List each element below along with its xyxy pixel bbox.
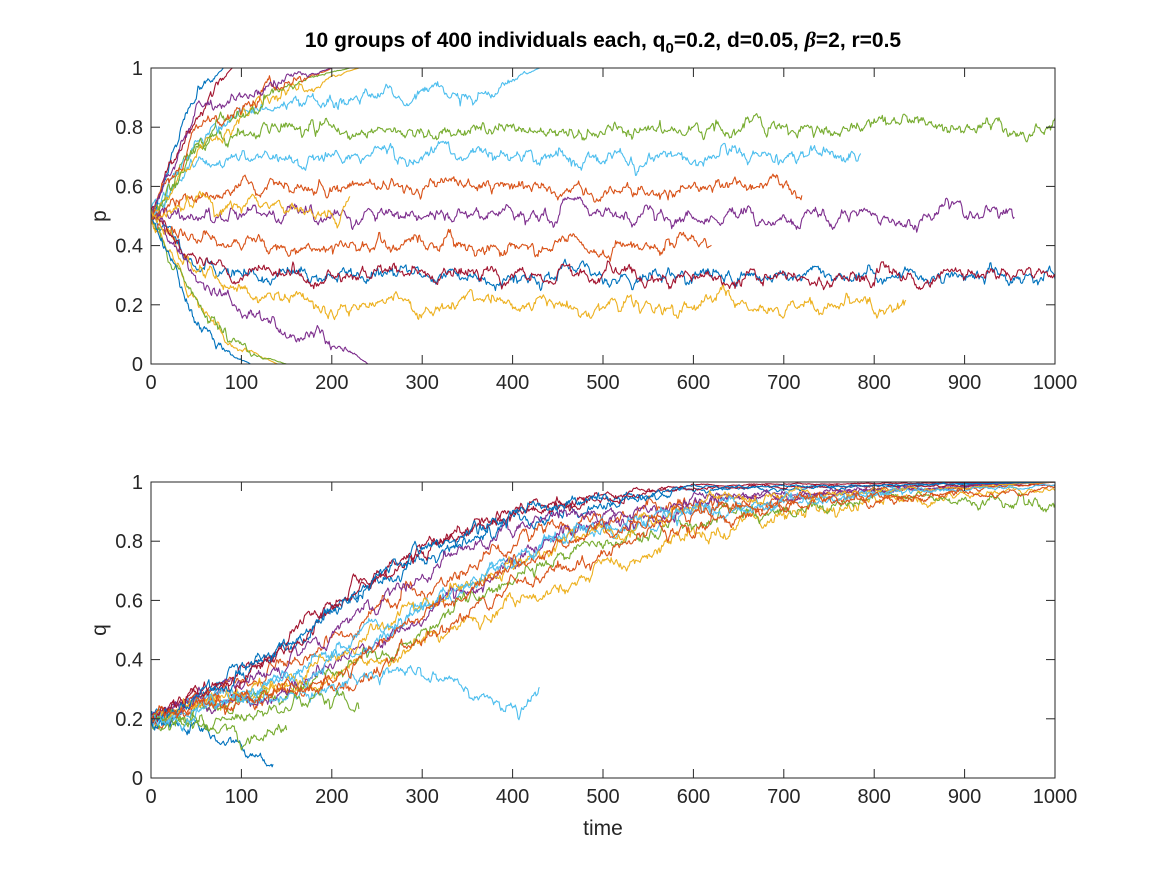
series-line bbox=[150, 481, 1056, 730]
series-line bbox=[150, 208, 369, 365]
series-line bbox=[150, 213, 1056, 291]
series-line bbox=[150, 481, 1056, 731]
x-tick-label: 100 bbox=[225, 786, 258, 808]
series-line bbox=[150, 67, 332, 218]
series-line bbox=[150, 218, 278, 365]
x-axis-label: time bbox=[583, 817, 623, 840]
x-tick-label: 300 bbox=[406, 786, 439, 808]
series-line bbox=[150, 67, 333, 220]
series-line bbox=[150, 213, 1056, 292]
series-group bbox=[150, 481, 1056, 768]
y-tick-label: 0.2 bbox=[115, 295, 143, 317]
x-tick-label: 900 bbox=[948, 372, 981, 394]
bottom-axes-q: 0 100 200 300 400 500 600 700 800 900 1000 0 0.2 0.4 0… bbox=[88, 472, 1077, 840]
y-tick-label: 1 bbox=[132, 472, 143, 494]
series-line bbox=[150, 665, 540, 728]
series-line bbox=[150, 196, 1015, 233]
series-line bbox=[150, 713, 274, 768]
y-tick-label: 0.2 bbox=[115, 709, 143, 731]
series-line bbox=[150, 173, 803, 220]
y-tick-label: 0.4 bbox=[115, 236, 143, 258]
x-tick-label: 100 bbox=[225, 372, 258, 394]
series-line bbox=[150, 485, 1056, 720]
x-tick-label: 700 bbox=[767, 786, 800, 808]
series-line bbox=[150, 67, 351, 214]
x-tick-label: 1000 bbox=[1033, 372, 1078, 394]
y-axis-label: q bbox=[88, 624, 111, 636]
x-tick-label: 900 bbox=[948, 786, 981, 808]
figure-title: 10 groups of 400 individuals each, q0=0.… bbox=[305, 27, 902, 57]
x-tick-label: 600 bbox=[677, 372, 710, 394]
x-tick-label: 800 bbox=[858, 372, 891, 394]
y-tick-label: 0 bbox=[132, 768, 143, 790]
series-line bbox=[150, 216, 251, 365]
y-tick-label: 0.8 bbox=[115, 531, 143, 553]
series-line bbox=[150, 481, 1056, 721]
y-tick-label: 0.8 bbox=[115, 117, 143, 139]
x-tick-label: 600 bbox=[677, 786, 710, 808]
x-tick-label: 500 bbox=[586, 372, 619, 394]
y-tick-label: 0.4 bbox=[115, 650, 143, 672]
x-tick-label: 500 bbox=[586, 786, 619, 808]
y-tick-label: 1 bbox=[132, 58, 143, 80]
x-tick-label: 0 bbox=[145, 372, 156, 394]
series-line bbox=[150, 190, 351, 229]
y-tick-label: 0 bbox=[132, 354, 143, 376]
series-line bbox=[150, 209, 907, 321]
x-tick-label: 800 bbox=[858, 786, 891, 808]
x-tick-label: 700 bbox=[767, 372, 800, 394]
x-tick-label: 400 bbox=[496, 786, 529, 808]
x-tick-label: 300 bbox=[406, 372, 439, 394]
y-tick-label: 0.6 bbox=[115, 590, 143, 612]
x-tick-label: 400 bbox=[496, 372, 529, 394]
plot-area bbox=[151, 482, 1055, 778]
y-tick-label: 0.6 bbox=[115, 176, 143, 198]
series-line bbox=[150, 113, 1056, 221]
series-line bbox=[150, 483, 1056, 732]
y-axis-label: p bbox=[88, 210, 111, 222]
x-tick-label: 200 bbox=[315, 372, 348, 394]
top-axes-p: 0 100 200 300 400 500 600 700 800 900 1000 0 0.2 0.4 0… bbox=[88, 58, 1077, 394]
series-line bbox=[150, 218, 712, 262]
x-tick-label: 0 bbox=[145, 786, 156, 808]
x-tick-label: 200 bbox=[315, 786, 348, 808]
series-line bbox=[150, 212, 287, 365]
series-line bbox=[150, 481, 1056, 720]
series-line bbox=[150, 481, 1056, 722]
x-tick-label: 1000 bbox=[1033, 786, 1078, 808]
series-line bbox=[150, 140, 862, 213]
